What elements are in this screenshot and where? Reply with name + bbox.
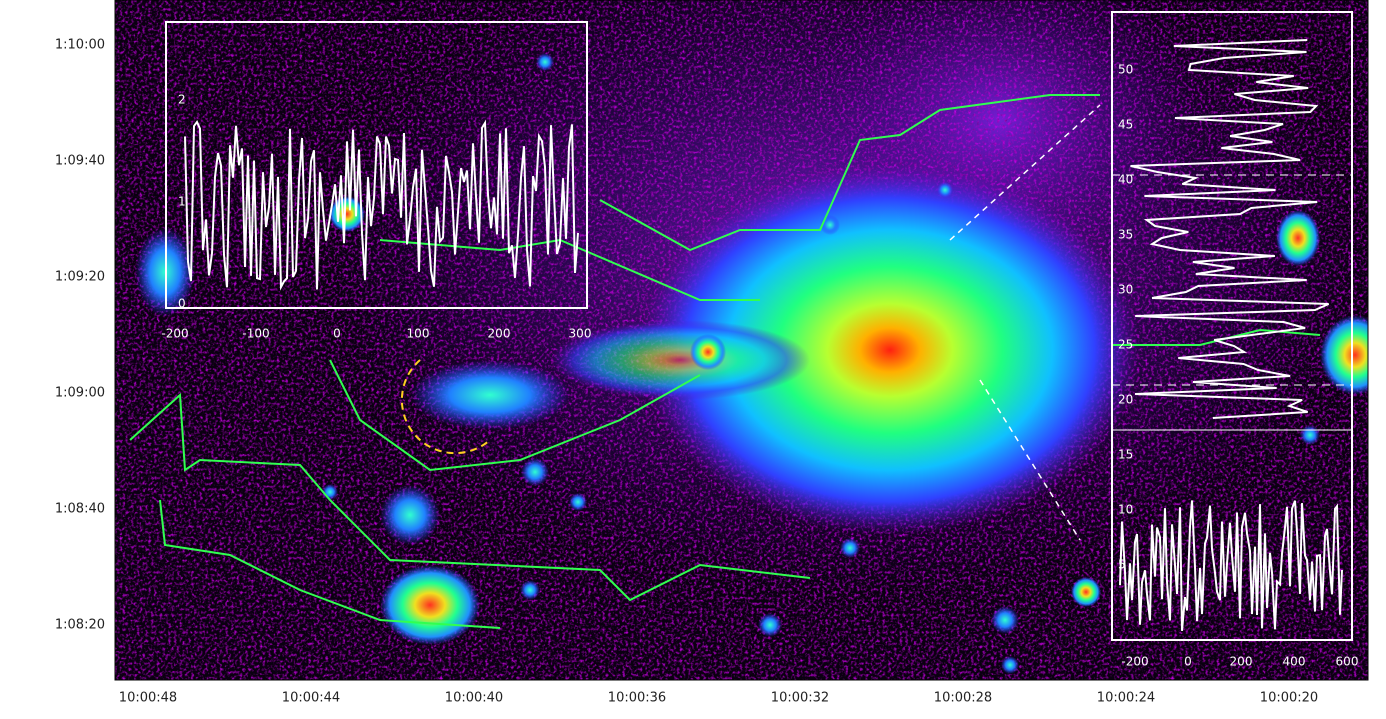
inset-x-tick-label: -200 — [161, 327, 188, 341]
inset-x-tick-label: 200 — [1230, 655, 1253, 669]
sky-image — [115, 0, 1368, 680]
inset-x-tick-label: 100 — [407, 327, 430, 341]
inset-y-tick-label: 20 — [1118, 393, 1133, 407]
spectrum — [1119, 500, 1343, 631]
inset-y-tick-label: 1 — [178, 195, 186, 209]
left-inset: -200 -100 0 100 200 300 2 1 0 — [161, 21, 592, 341]
dashed-lines — [949, 104, 1101, 541]
right-inset: -200 0 200 400 600 50 45 40 35 30 25 20 15 10 5 — [1111, 11, 1359, 669]
inset-y-tick-label: 0 — [178, 297, 186, 311]
inset-x-tick-label: -200 — [1121, 655, 1148, 669]
inset-x-tick-label: 400 — [1283, 655, 1306, 669]
inset-y-tick-label: 40 — [1118, 173, 1133, 187]
inset-y-tick-label: 15 — [1118, 448, 1133, 462]
x-tick-label: 10:00:32 — [771, 691, 829, 706]
inset-frame — [165, 21, 588, 309]
x-tick-label: 10:00:24 — [1097, 691, 1155, 706]
x-tick-label: 10:00:44 — [282, 691, 340, 706]
inset-y-tick-label: 25 — [1118, 338, 1133, 352]
inset-x-tick-label: 300 — [569, 327, 592, 341]
y-tick-label: 1:10:00 — [55, 38, 105, 53]
y-tick-label: 1:09:40 — [55, 154, 105, 169]
spectrum — [184, 119, 579, 291]
inset-y-tick-label: 35 — [1118, 228, 1133, 242]
inset-x-tick-label: 600 — [1336, 655, 1359, 669]
inset-y-tick-label: 2 — [178, 93, 186, 107]
x-tick-label: 10:00:36 — [608, 691, 666, 706]
y-tick-label: 1:09:00 — [55, 386, 105, 401]
x-tick-label: 10:00:20 — [1260, 691, 1318, 706]
y-tick-label: 1:08:40 — [55, 502, 105, 517]
inset-x-tick-label: -100 — [242, 327, 269, 341]
spectrum — [1130, 39, 1330, 419]
inset-y-tick-label: 30 — [1118, 283, 1133, 297]
image-frame — [114, 0, 1369, 681]
inset-x-tick-label: 200 — [488, 327, 511, 341]
inset-y-tick-label: 10 — [1118, 503, 1133, 517]
inset-y-tick-label: 45 — [1118, 118, 1133, 132]
inset-x-tick-label: 0 — [1184, 655, 1192, 669]
y-tick-label: 1:08:20 — [55, 618, 105, 633]
inset-y-tick-label: 5 — [1118, 558, 1126, 572]
y-tick-label: 1:09:20 — [55, 270, 105, 285]
x-tick-label: 10:00:48 — [119, 691, 177, 706]
x-tick-label: 10:00:28 — [934, 691, 992, 706]
inset-y-tick-label: 50 — [1118, 63, 1133, 77]
inset-x-tick-label: 0 — [333, 327, 341, 341]
inset-frame — [1111, 11, 1353, 641]
x-tick-label: 10:00:40 — [445, 691, 503, 706]
